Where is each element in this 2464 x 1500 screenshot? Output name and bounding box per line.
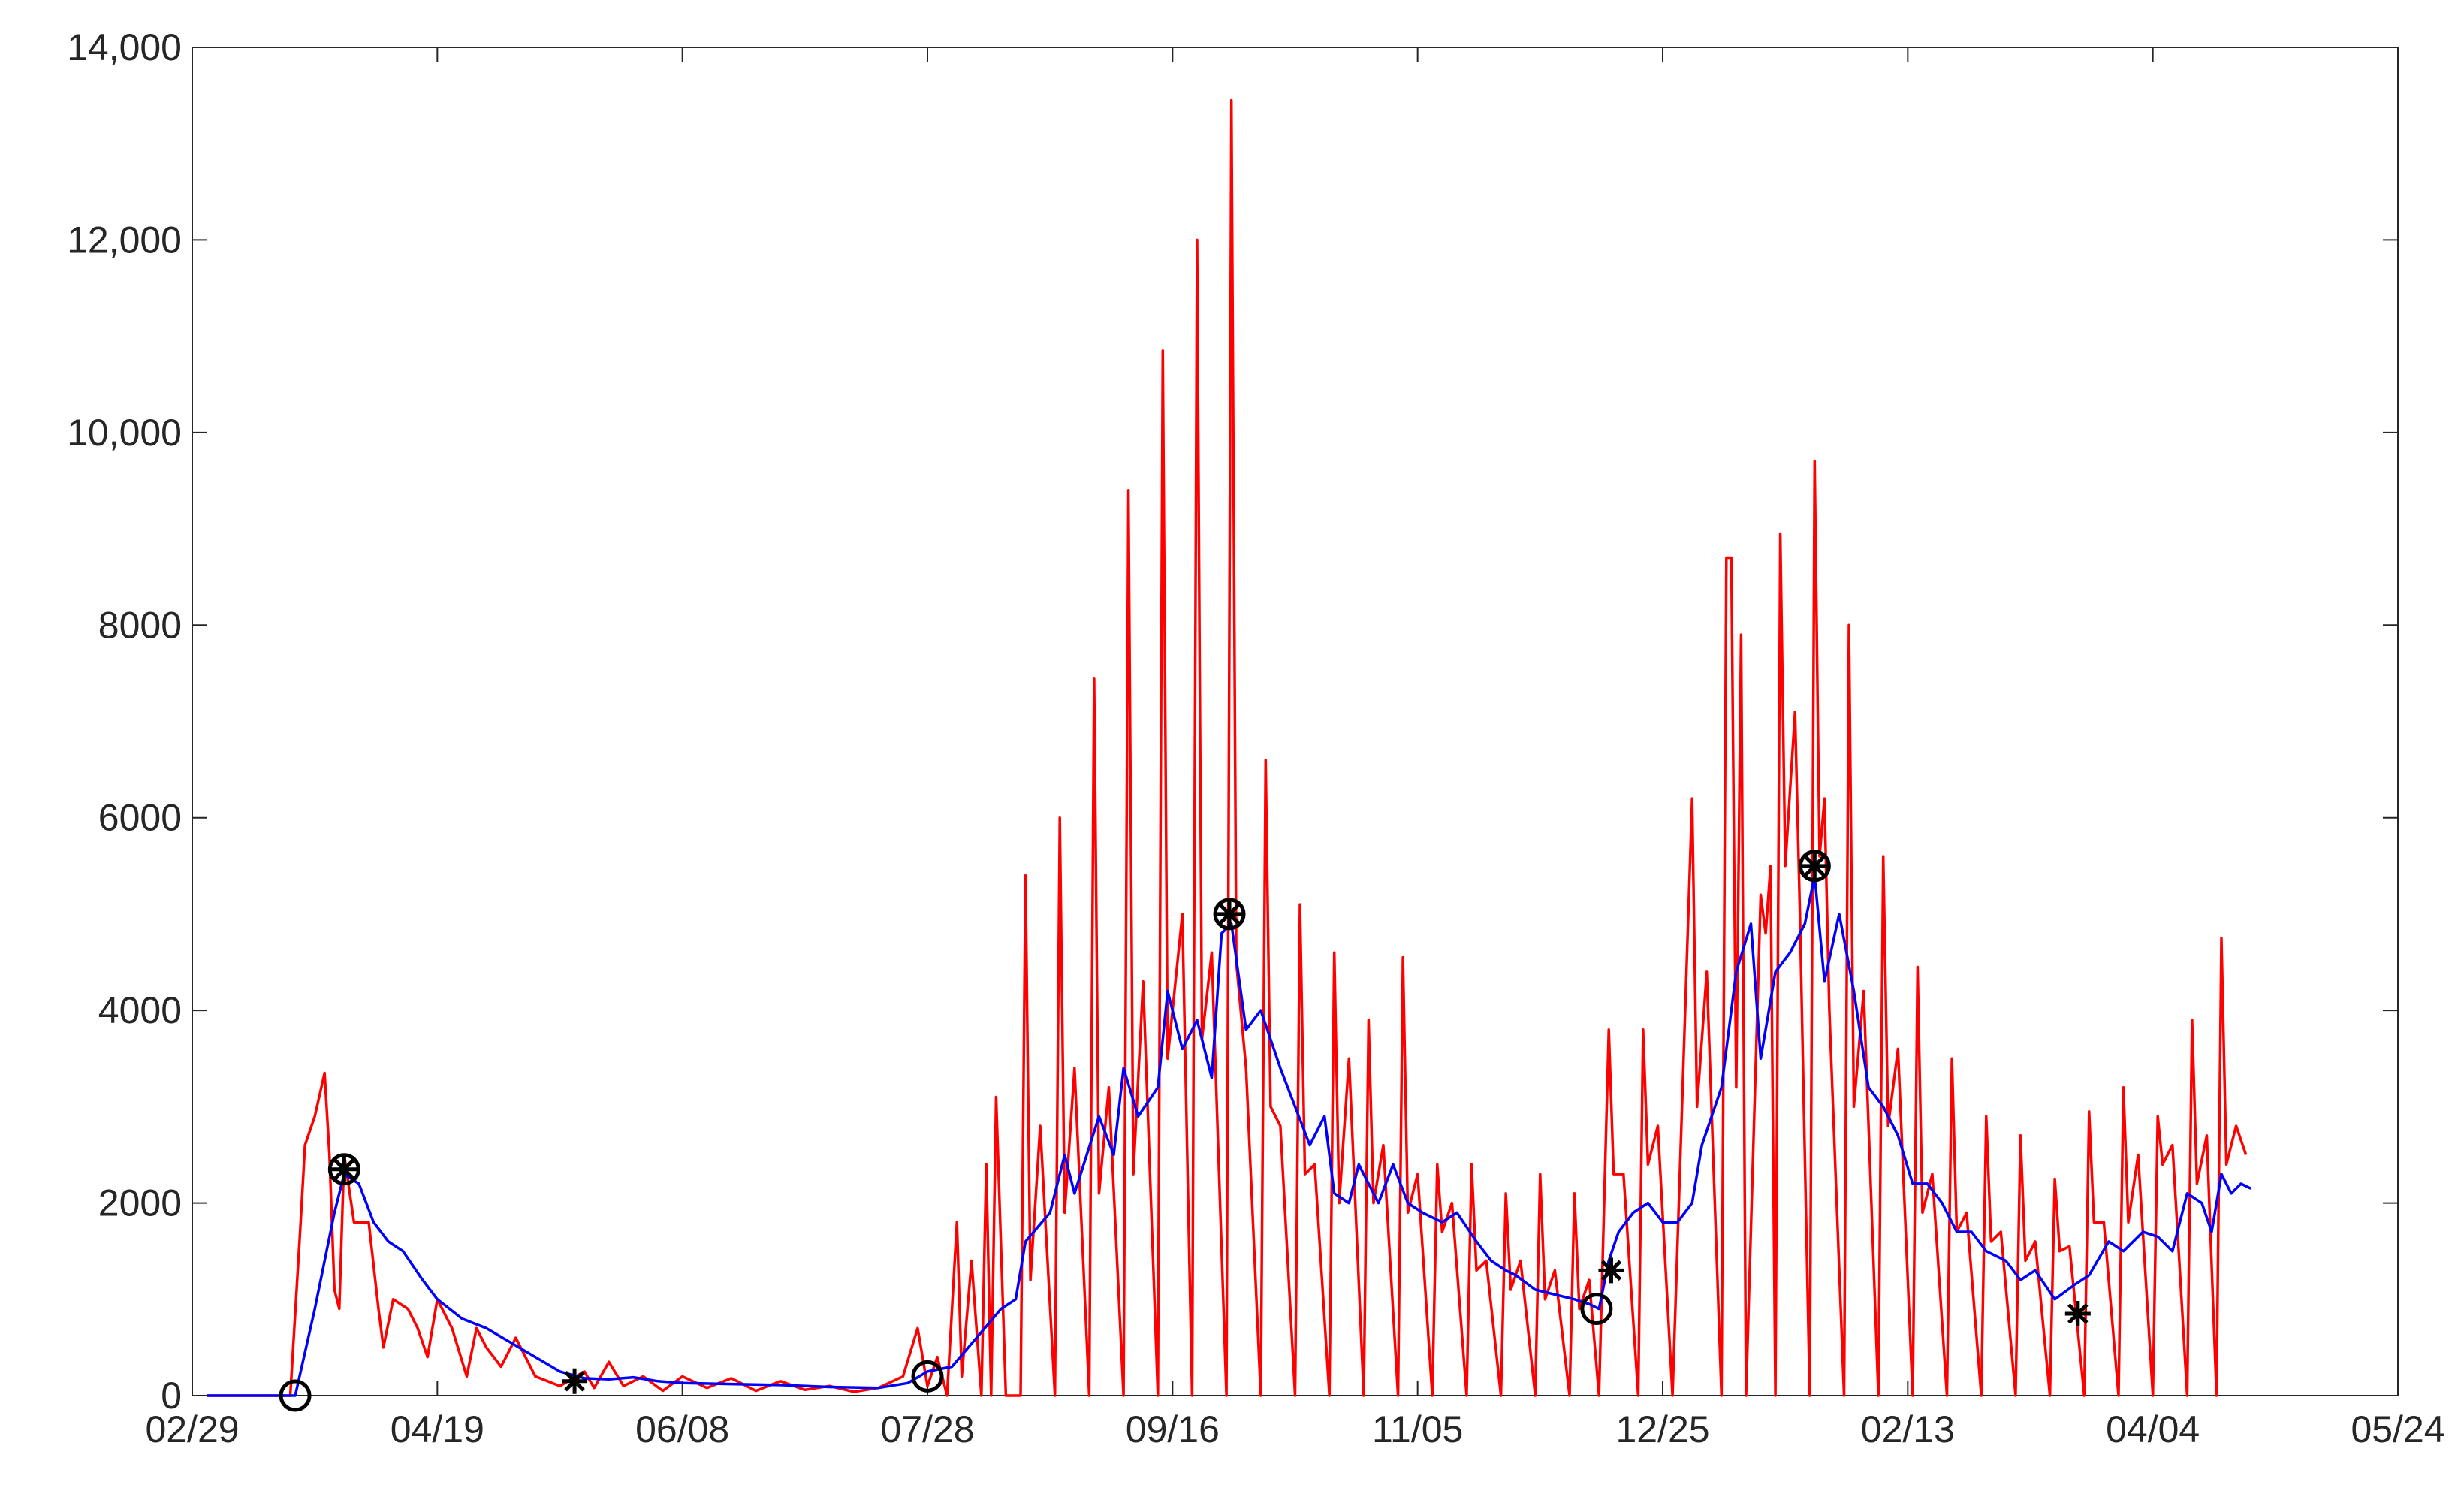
- x-tick-label: 04/04: [2106, 1408, 2200, 1450]
- asterisk-marker: [1217, 901, 1243, 927]
- y-tick-label: 2000: [98, 1182, 182, 1224]
- x-tick-label: 11/05: [1372, 1408, 1463, 1450]
- y-tick-label: 14,000: [67, 26, 182, 68]
- y-tick-label: 6000: [98, 797, 182, 839]
- y-tick-label: 4000: [98, 989, 182, 1031]
- y-tick-label: 8000: [98, 604, 182, 646]
- circle-marker: [1580, 1293, 1613, 1326]
- asterisk-marker: [331, 1156, 357, 1182]
- x-tick-label: 04/19: [391, 1408, 484, 1450]
- asterisk-marker: [2064, 1301, 2091, 1327]
- circle-marker: [911, 1360, 944, 1393]
- x-tick-label: 06/08: [635, 1408, 729, 1450]
- y-tick-label: 12,000: [67, 219, 182, 261]
- x-tick-label: 07/28: [880, 1408, 974, 1450]
- x-tick-label: 12/25: [1615, 1408, 1709, 1450]
- y-tick-label: 0: [161, 1375, 182, 1417]
- x-tick-label: 05/24: [2351, 1408, 2444, 1450]
- circle-marker: [279, 1379, 312, 1412]
- circle-marker: [1798, 850, 1831, 883]
- y-tick-label: 10,000: [67, 412, 182, 454]
- line-series: [207, 874, 2251, 1397]
- asterisk-marker: [562, 1368, 588, 1394]
- x-tick-label: 02/29: [145, 1408, 239, 1450]
- x-tick-label: 02/13: [1861, 1408, 1955, 1450]
- x-tick-label: 09/16: [1126, 1408, 1220, 1450]
- circle-marker: [327, 1153, 360, 1186]
- plot-frame: [192, 47, 2399, 1396]
- circle-marker: [1213, 898, 1246, 931]
- asterisk-marker: [1598, 1257, 1624, 1284]
- asterisk-marker: [1802, 853, 1828, 879]
